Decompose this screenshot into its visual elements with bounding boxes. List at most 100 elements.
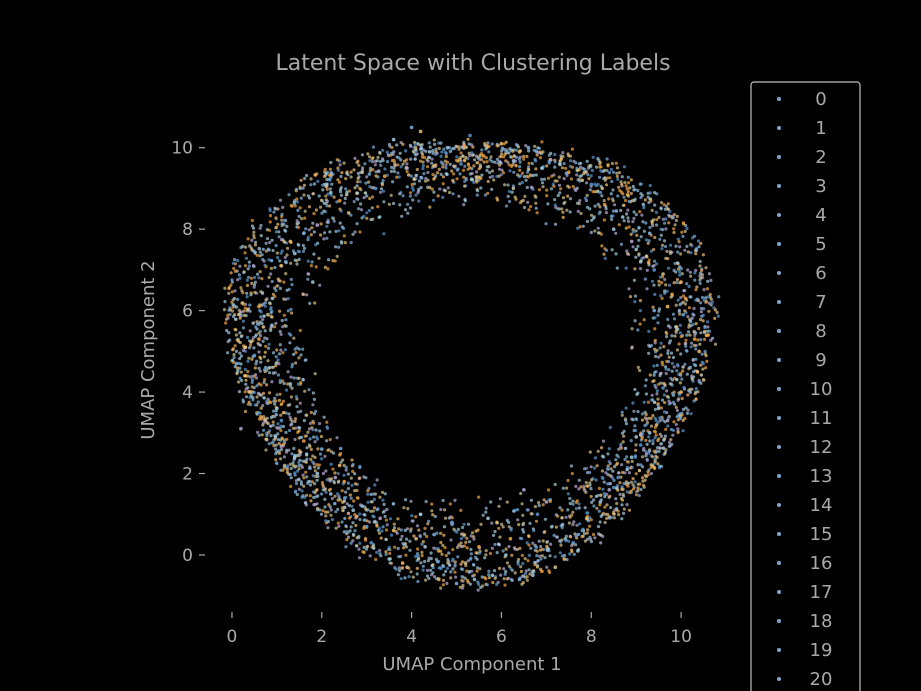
scatter-point bbox=[407, 575, 411, 579]
scatter-point bbox=[284, 318, 288, 322]
scatter-point bbox=[509, 155, 513, 159]
scatter-point bbox=[649, 463, 653, 467]
scatter-point bbox=[453, 563, 457, 567]
scatter-point bbox=[555, 535, 559, 539]
scatter-point bbox=[274, 244, 278, 248]
scatter-point bbox=[513, 547, 517, 551]
scatter-point bbox=[309, 447, 313, 451]
scatter-point bbox=[306, 480, 310, 484]
scatter-point bbox=[402, 506, 406, 510]
scatter-point bbox=[654, 454, 658, 458]
scatter-point bbox=[690, 316, 694, 320]
scatter-point bbox=[286, 246, 290, 250]
scatter-point bbox=[683, 362, 687, 366]
scatter-point bbox=[469, 177, 474, 181]
scatter-point bbox=[335, 158, 339, 162]
scatter-point bbox=[615, 174, 619, 178]
scatter-point bbox=[655, 389, 660, 393]
scatter-point bbox=[558, 506, 562, 510]
scatter-point bbox=[361, 550, 365, 554]
scatter-point bbox=[440, 150, 444, 154]
scatter-point bbox=[668, 382, 672, 386]
scatter-point bbox=[324, 510, 328, 514]
scatter-point bbox=[618, 492, 622, 497]
scatter-point bbox=[506, 576, 510, 580]
scatter-point bbox=[359, 202, 363, 206]
scatter-point bbox=[296, 410, 300, 414]
scatter-point bbox=[459, 544, 463, 548]
scatter-point bbox=[345, 532, 349, 536]
scatter-point bbox=[383, 492, 387, 496]
scatter-point bbox=[689, 345, 693, 349]
scatter-point bbox=[263, 263, 267, 267]
scatter-point bbox=[603, 520, 607, 525]
scatter-point-series-11 bbox=[279, 264, 284, 268]
scatter-point bbox=[661, 446, 665, 450]
scatter-point bbox=[366, 152, 370, 156]
scatter-point bbox=[397, 569, 402, 573]
scatter-point bbox=[276, 277, 280, 281]
scatter-point bbox=[275, 450, 279, 454]
scatter-point bbox=[268, 220, 272, 224]
scatter-point bbox=[660, 398, 665, 402]
legend-label: 5 bbox=[815, 234, 826, 255]
scatter-point bbox=[670, 361, 675, 365]
scatter-point bbox=[683, 302, 688, 306]
scatter-point bbox=[659, 233, 663, 237]
scatter-point bbox=[384, 518, 388, 522]
scatter-point bbox=[691, 358, 695, 362]
scatter-point bbox=[350, 483, 354, 487]
scatter-point bbox=[234, 317, 238, 321]
scatter-point-series-19 bbox=[679, 390, 683, 394]
scatter-point bbox=[233, 269, 237, 273]
scatter-point bbox=[571, 510, 575, 514]
scatter-point bbox=[620, 182, 624, 186]
scatter-point bbox=[294, 482, 299, 486]
scatter-point bbox=[704, 266, 708, 270]
scatter-point bbox=[463, 184, 467, 188]
chart-title: Latent Space with Clustering Labels bbox=[275, 51, 670, 76]
scatter-point bbox=[312, 230, 316, 234]
scatter-point bbox=[414, 173, 419, 178]
scatter-point bbox=[652, 379, 656, 383]
scatter-point bbox=[630, 459, 634, 463]
scatter-point bbox=[444, 569, 448, 574]
scatter-point bbox=[424, 500, 428, 504]
scatter-point-series-16 bbox=[580, 528, 585, 533]
scatter-point bbox=[659, 207, 663, 211]
scatter-point bbox=[520, 502, 524, 506]
scatter-point bbox=[692, 313, 696, 317]
scatter-point bbox=[462, 143, 466, 147]
scatter-point bbox=[541, 503, 545, 507]
scatter-point bbox=[635, 233, 639, 237]
scatter-point bbox=[275, 348, 279, 352]
scatter-point-series-8 bbox=[373, 186, 378, 191]
scatter-point bbox=[312, 495, 316, 500]
scatter-point bbox=[299, 480, 303, 484]
scatter-point bbox=[444, 163, 448, 167]
scatter-point bbox=[629, 232, 633, 236]
scatter-point bbox=[277, 451, 282, 455]
scatter-point bbox=[459, 508, 463, 512]
scatter-point bbox=[264, 448, 268, 452]
scatter-point-series-20 bbox=[540, 166, 544, 170]
scatter-point bbox=[476, 189, 480, 193]
scatter-point bbox=[385, 507, 389, 512]
scatter-point bbox=[498, 566, 502, 571]
scatter-point bbox=[507, 189, 511, 193]
scatter-point-series-18 bbox=[315, 471, 320, 476]
scatter-point bbox=[585, 181, 589, 185]
scatter-point bbox=[259, 315, 263, 319]
scatter-point-series-17 bbox=[706, 333, 710, 337]
scatter-point bbox=[247, 307, 251, 311]
scatter-point bbox=[676, 250, 680, 254]
scatter-point bbox=[516, 557, 521, 562]
scatter-point bbox=[692, 363, 696, 367]
scatter-point-series-13 bbox=[580, 178, 585, 183]
scatter-point bbox=[278, 378, 282, 382]
scatter-point bbox=[308, 483, 313, 487]
scatter-point bbox=[290, 452, 294, 456]
scatter-point bbox=[270, 380, 274, 384]
scatter-point bbox=[464, 155, 468, 160]
scatter-point bbox=[370, 160, 375, 164]
